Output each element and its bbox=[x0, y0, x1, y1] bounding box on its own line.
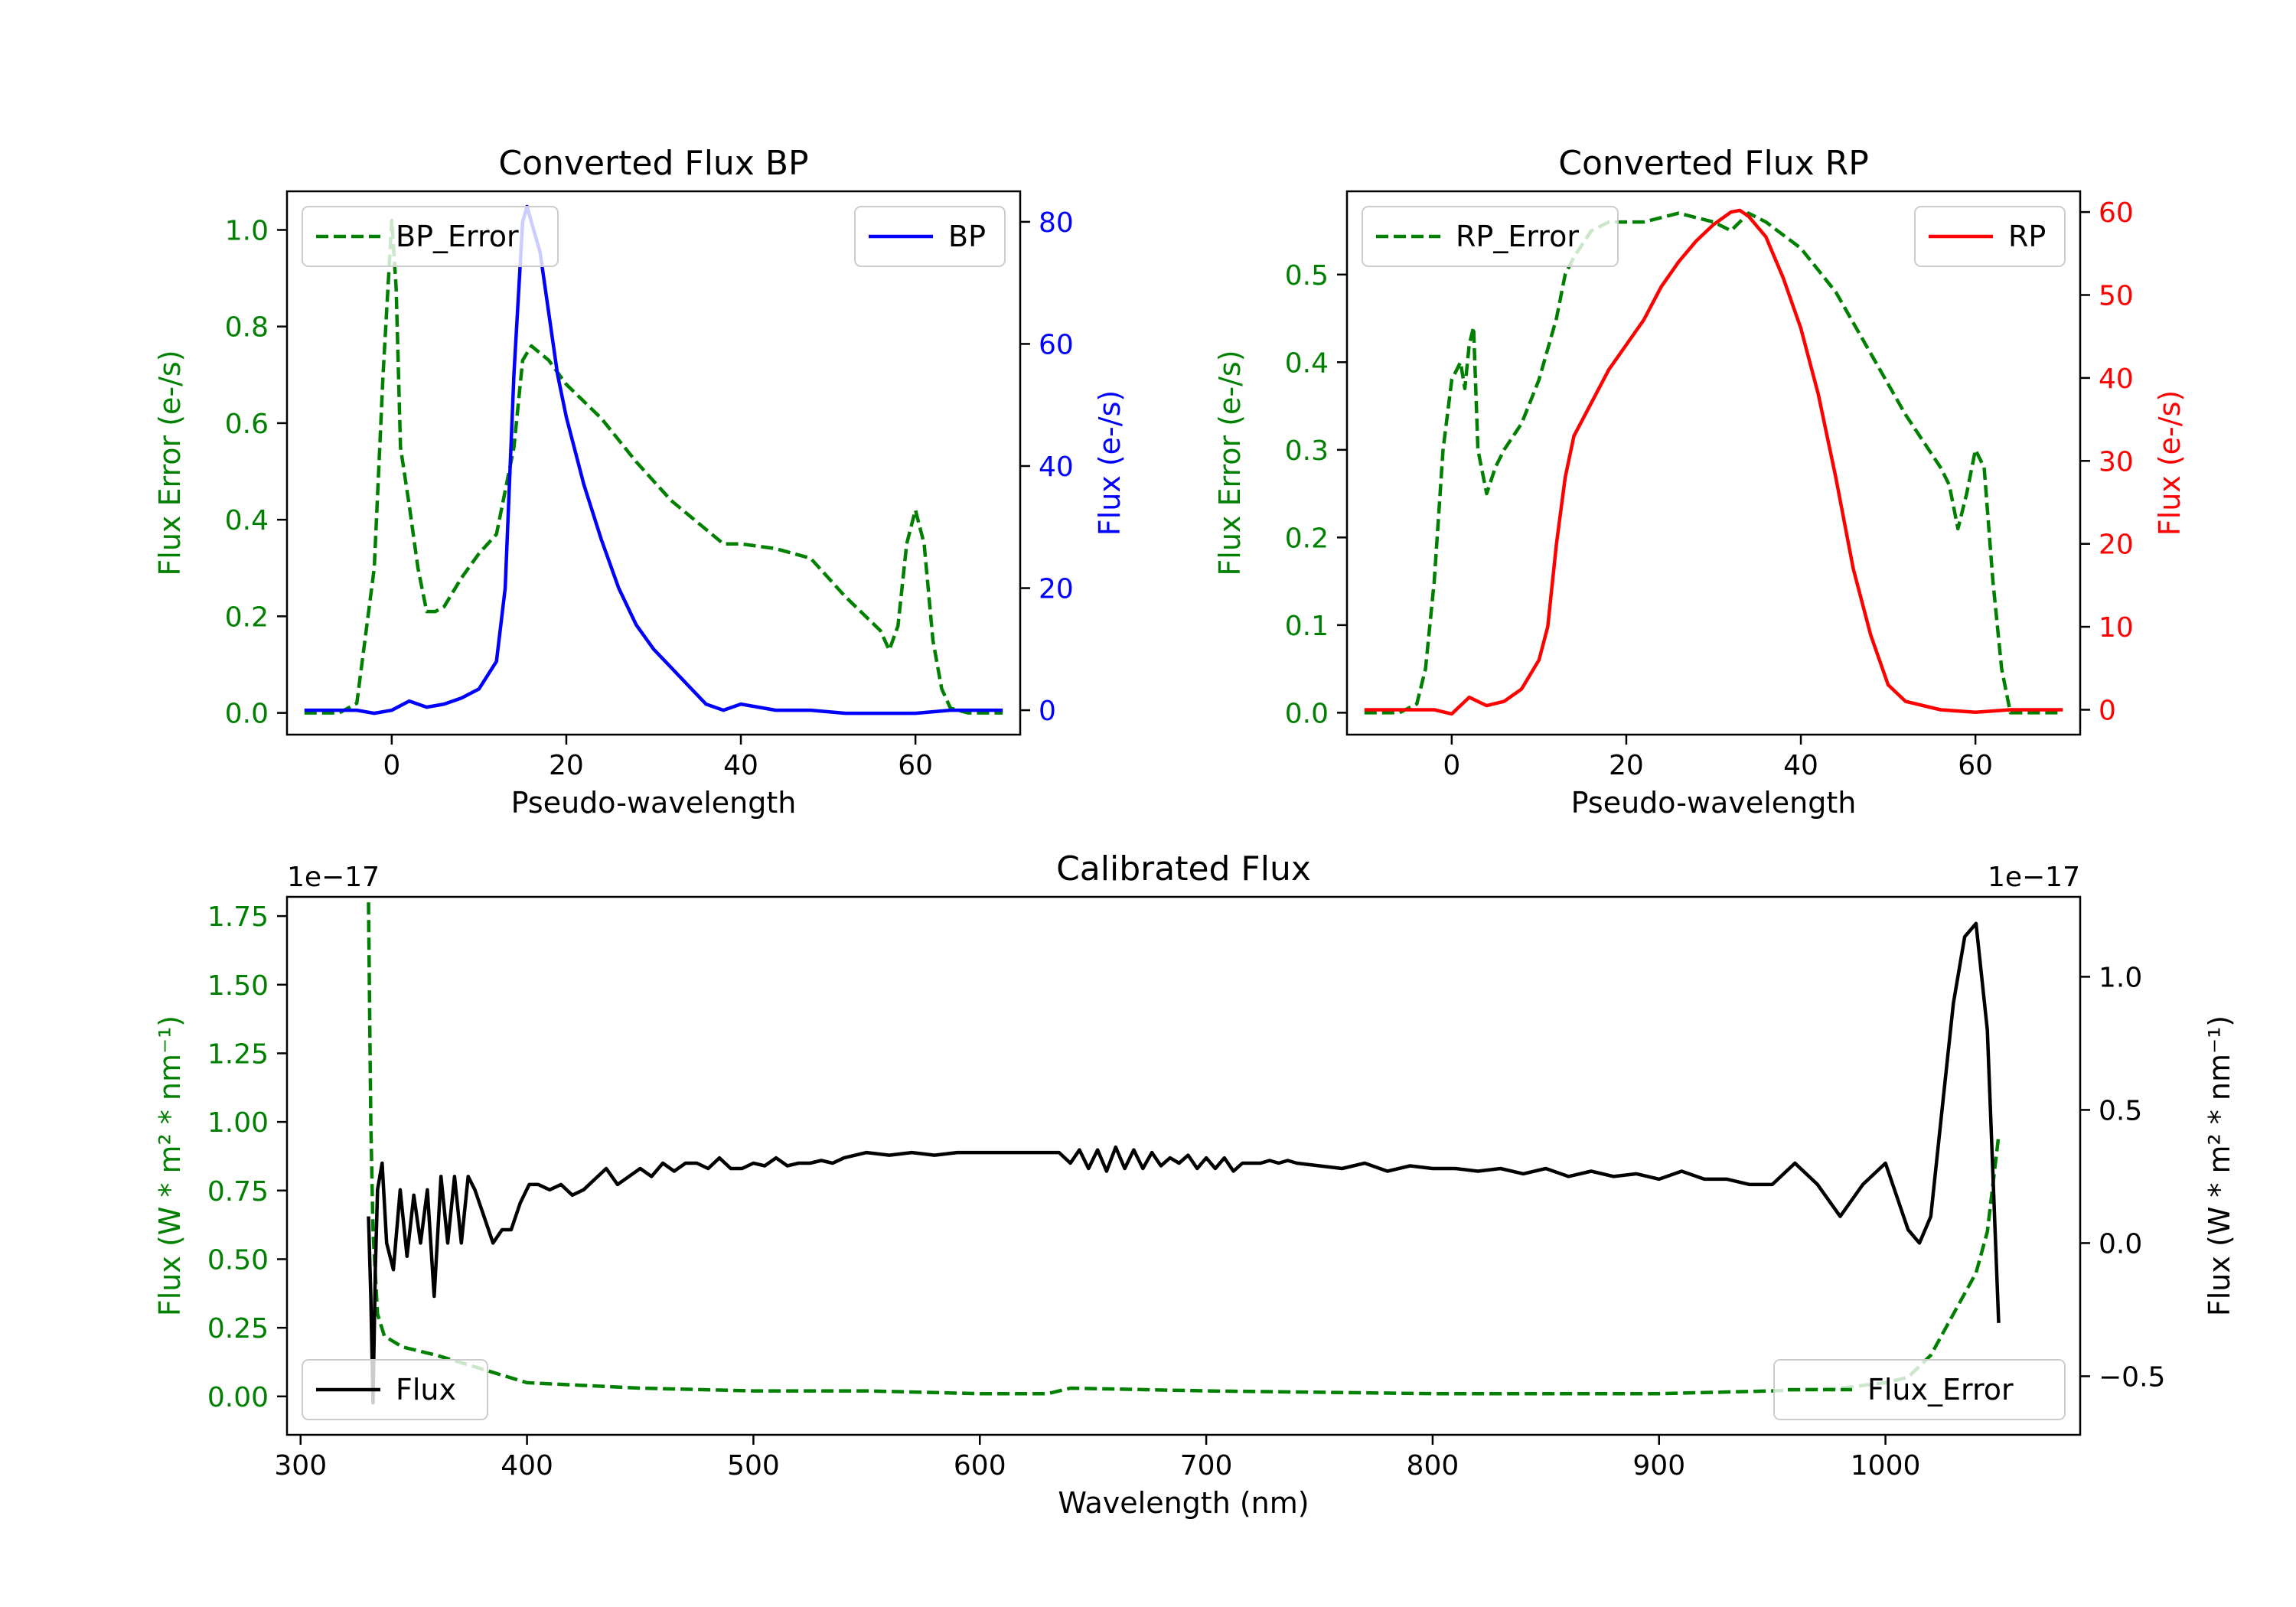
chart-title: Converted Flux RP bbox=[1558, 144, 1869, 183]
legend-label: Flux bbox=[396, 1373, 456, 1407]
legend-rp: RP bbox=[1914, 206, 2066, 267]
y-tick-label: 0.4 bbox=[1285, 347, 1329, 379]
legend-bp-error: BP_Error bbox=[302, 206, 559, 267]
y-tick-label: 10 bbox=[2099, 612, 2134, 644]
x-tick-label: 60 bbox=[898, 750, 933, 781]
y-tick-label: 0 bbox=[2099, 695, 2116, 726]
legend-bp: BP bbox=[854, 206, 1006, 267]
y-tick-label: 80 bbox=[1039, 207, 1074, 239]
legend-label: Flux_Error bbox=[1867, 1373, 2014, 1407]
y-tick-label: 1.75 bbox=[207, 901, 269, 933]
legend-box bbox=[1773, 1359, 2066, 1420]
legend-box bbox=[1362, 206, 1619, 267]
series-line-bp-error bbox=[304, 218, 1003, 715]
y-tick-label: 0.8 bbox=[225, 312, 269, 344]
legend-flux: Flux bbox=[302, 1359, 488, 1420]
chart-title: Converted Flux BP bbox=[498, 144, 808, 183]
series-line-flux bbox=[367, 921, 2001, 1405]
y-tick-label: 40 bbox=[1039, 451, 1074, 483]
y-tick-label: 30 bbox=[2099, 446, 2134, 478]
x-tick-label: 800 bbox=[1407, 1450, 1459, 1482]
x-tick-label: 300 bbox=[274, 1450, 327, 1482]
legend-flux-error: Flux_Error bbox=[1773, 1359, 2066, 1420]
x-tick-label: 1000 bbox=[1851, 1450, 1921, 1482]
y-tick-label: 0.0 bbox=[225, 699, 269, 730]
chart-bp: Converted Flux BP 0 20 40 60 Pseudo-wavelengt… bbox=[153, 144, 1127, 820]
y-tick-label: 0.2 bbox=[1285, 523, 1329, 554]
y-tick-label: 0.1 bbox=[1285, 611, 1329, 642]
x-tick-label: 40 bbox=[1783, 750, 1818, 781]
y-offset-text: 1e−17 bbox=[287, 862, 380, 893]
y-tick-label: 50 bbox=[2099, 280, 2134, 311]
x-axis-label: Pseudo-wavelength bbox=[1571, 786, 1857, 820]
x-tick-label: 700 bbox=[1180, 1450, 1233, 1482]
chart-title: Calibrated Flux bbox=[1056, 849, 1311, 888]
x-tick-label: 0 bbox=[383, 750, 400, 781]
y-tick-label: 1.0 bbox=[225, 215, 269, 246]
plot-frame bbox=[1345, 190, 2082, 736]
x-tick-label: 20 bbox=[1609, 750, 1644, 781]
y-axis-label-right: Flux (e-/s) bbox=[2153, 390, 2187, 536]
x-axis-label: Pseudo-wavelength bbox=[511, 786, 797, 820]
x-tick-label: 600 bbox=[954, 1450, 1006, 1482]
legend-box bbox=[302, 1359, 488, 1420]
y-tick-label: 0.5 bbox=[1285, 260, 1329, 292]
series-line-rp-error bbox=[1364, 211, 2063, 715]
y-tick-label: 20 bbox=[2099, 530, 2134, 561]
y-tick-label: 1.50 bbox=[207, 970, 269, 1002]
y-tick-label: 20 bbox=[1039, 574, 1074, 605]
plot-frame bbox=[285, 190, 1022, 736]
y-axis-label-left: Flux Error (e-/s) bbox=[153, 350, 187, 575]
x-tick-label: 0 bbox=[1443, 750, 1460, 781]
x-tick-label: 500 bbox=[727, 1450, 780, 1482]
y-axis-label-left: Flux (W * m² * nm⁻¹) bbox=[153, 1015, 187, 1316]
series-line-flux-error bbox=[367, 902, 2001, 1396]
y-tick-label: −0.5 bbox=[2099, 1361, 2165, 1393]
y-tick-label: 0.3 bbox=[1285, 435, 1329, 467]
series-line-bp bbox=[304, 204, 1003, 715]
y-tick-label: 0 bbox=[1039, 696, 1056, 727]
y-tick-label: 0.50 bbox=[207, 1244, 269, 1276]
y-tick-label: 0.00 bbox=[207, 1382, 269, 1413]
y-axis-label-left: Flux Error (e-/s) bbox=[1213, 350, 1247, 575]
y-tick-label: 0.75 bbox=[207, 1176, 269, 1208]
y-tick-label: 0.25 bbox=[207, 1313, 269, 1345]
y-tick-label: 1.25 bbox=[207, 1038, 269, 1070]
y-tick-label: 1.00 bbox=[207, 1107, 269, 1139]
y-tick-label: 0.6 bbox=[225, 409, 269, 440]
legend-label: BP bbox=[948, 220, 986, 253]
x-tick-label: 40 bbox=[723, 750, 758, 781]
x-tick-label: 20 bbox=[549, 750, 584, 781]
y-tick-label: 0.2 bbox=[225, 601, 269, 633]
y-tick-label: 0.5 bbox=[2099, 1095, 2142, 1126]
y-tick-label: 40 bbox=[2099, 363, 2134, 395]
x-tick-label: 900 bbox=[1632, 1450, 1685, 1482]
y-tick-label: 1.0 bbox=[2099, 962, 2142, 993]
y-axis-label-right: Flux (W * m² * nm⁻¹) bbox=[2203, 1015, 2236, 1316]
chart-rp: Converted Flux RP 0 20 40 60 Pseudo-wavelengt… bbox=[1213, 144, 2187, 820]
y-tick-label: 0.0 bbox=[1285, 698, 1329, 729]
legend-label: RP bbox=[2008, 220, 2046, 253]
legend-box bbox=[302, 206, 559, 267]
y-tick-label: 0.0 bbox=[2099, 1228, 2142, 1260]
legend-label: RP_Error bbox=[1456, 220, 1579, 253]
legend-label: BP_Error bbox=[396, 220, 519, 253]
y-tick-label: 60 bbox=[2099, 197, 2134, 229]
y-axis-label-right: Flux (e-/s) bbox=[1093, 390, 1127, 536]
x-axis-label: Wavelength (nm) bbox=[1058, 1486, 1309, 1520]
chart-cal: Calibrated Flux 300 400 500 600 700 800 900 1000… bbox=[153, 849, 2236, 1520]
x-tick-label: 60 bbox=[1958, 750, 1993, 781]
plot-frame bbox=[285, 895, 2082, 1436]
series-line-rp bbox=[1364, 208, 2063, 716]
y-tick-label: 0.4 bbox=[225, 505, 269, 536]
legend-rp-error: RP_Error bbox=[1362, 206, 1619, 267]
y-tick-label: 60 bbox=[1039, 329, 1074, 360]
x-tick-label: 400 bbox=[501, 1450, 553, 1482]
y-offset-text: 1e−17 bbox=[1988, 862, 2080, 893]
